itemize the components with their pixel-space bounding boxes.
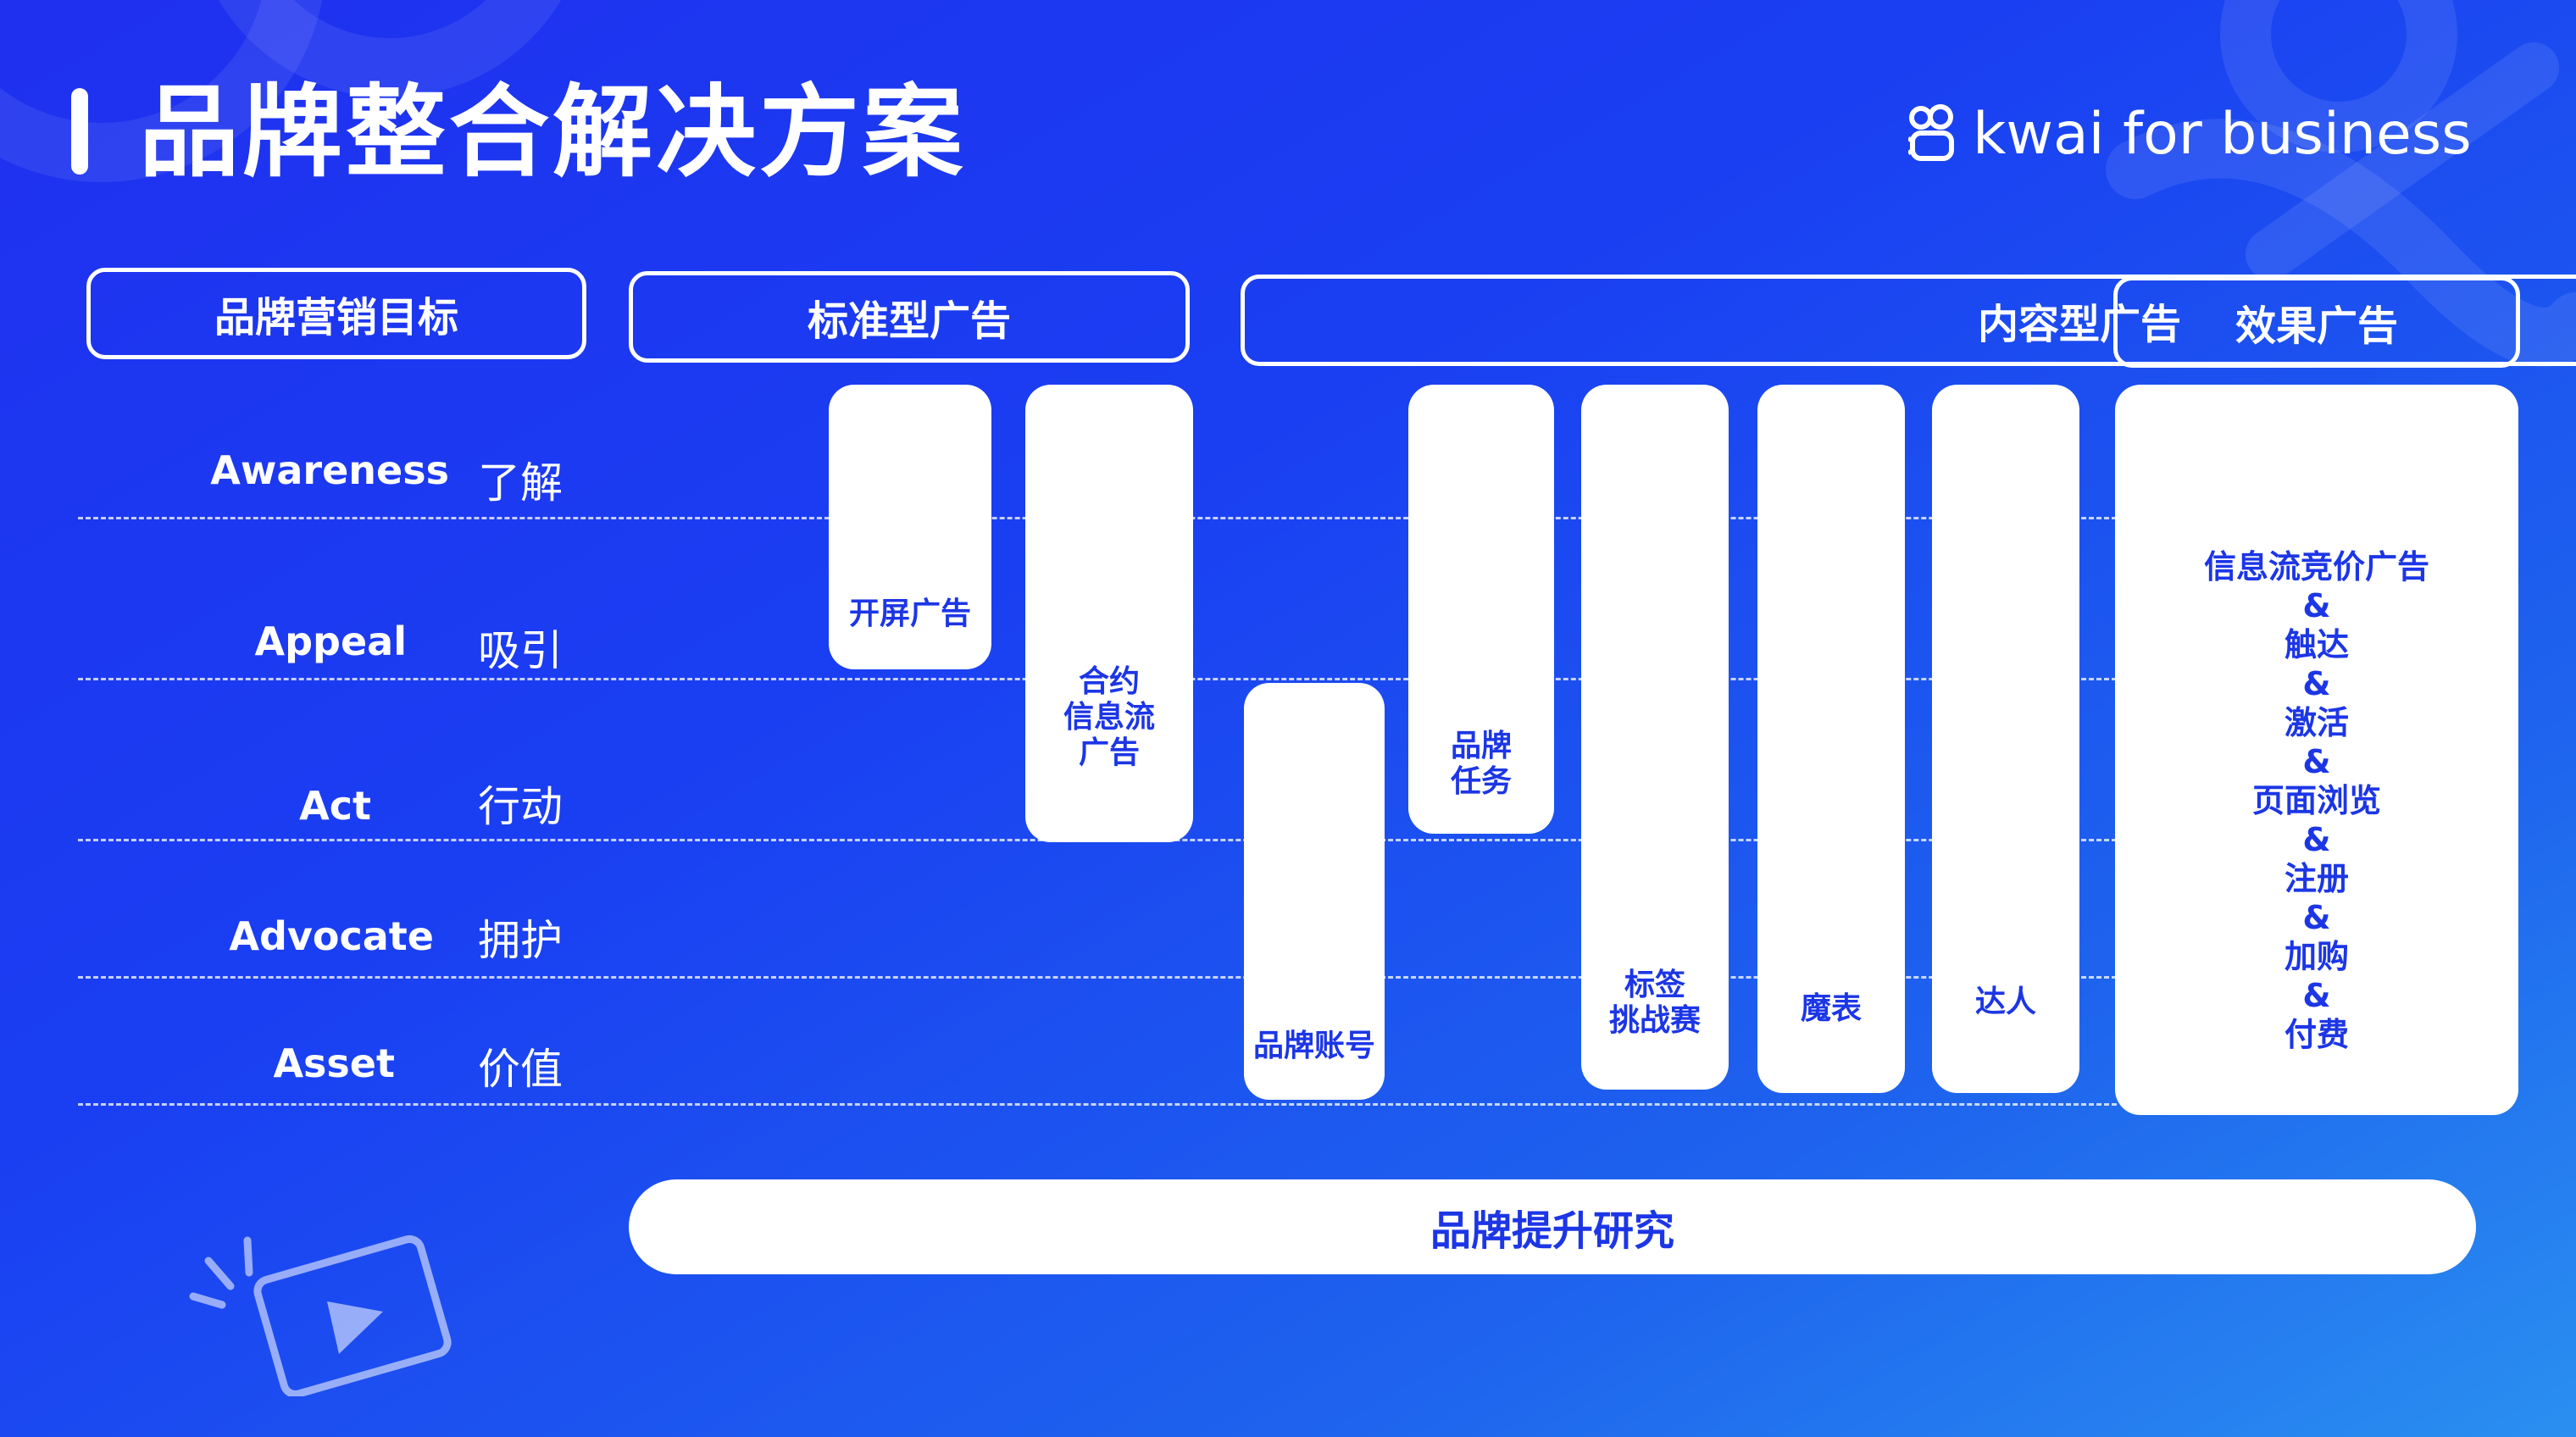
hashtag-challenge-label: 标签 挑战赛 <box>1608 968 1701 1038</box>
performance-ads-line: 触达 <box>2284 626 2349 663</box>
performance-ads-list: 信息流竞价广告 & 触达 & 激活 & 页面浏览 & 注册 & 加购 & 付费 <box>2115 547 2518 1054</box>
brand-task-box: 品牌 任务 <box>1408 385 1554 834</box>
influencer-label: 达人 <box>1974 985 2036 1019</box>
row-label-advocate-cn: 拥护 <box>478 916 563 965</box>
contract-feed-ad-box: 合约 信息流 广告 <box>1025 385 1193 842</box>
brand-account-label: 品牌账号 <box>1252 1029 1375 1063</box>
header-standard-ads: 标准型广告 <box>629 271 1190 363</box>
performance-ads-line: 注册 <box>2284 860 2349 897</box>
row-label-appeal-cn: 吸引 <box>478 626 563 675</box>
row-divider <box>78 1103 2117 1106</box>
performance-ads-line: 加购 <box>2284 938 2349 975</box>
row-divider <box>78 976 2117 979</box>
header-content-ads: 内容型广告 <box>1241 275 2576 366</box>
magic-face-label: 魔表 <box>1800 991 1862 1026</box>
row-label-act-cn: 行动 <box>478 782 563 831</box>
kwai-logo-icon <box>1908 104 1954 161</box>
performance-ads-line: 页面浏览 <box>2251 782 2381 819</box>
performance-ads-line: & <box>2302 821 2331 858</box>
page-title: 品牌整合解决方案 <box>139 74 967 191</box>
logo-text: kwai for business <box>1973 100 2472 168</box>
performance-ads-box: 信息流竞价广告 & 触达 & 激活 & 页面浏览 & 注册 & 加购 & 付费 <box>2115 385 2518 1115</box>
brand-account-box: 品牌账号 <box>1244 683 1385 1100</box>
brand-logo: kwai for business <box>1908 100 2472 168</box>
row-label-appeal: Appeal <box>254 619 407 664</box>
title-accent-bar <box>71 88 88 175</box>
performance-ads-line: & <box>2302 977 2331 1014</box>
row-label-advocate: Advocate <box>229 913 434 959</box>
contract-feed-ad-label: 合约 信息流 广告 <box>1063 664 1155 770</box>
header-performance-ads: 效果广告 <box>2113 276 2520 368</box>
splash-ad-box: 开屏广告 <box>829 385 991 669</box>
brand-task-label: 品牌 任务 <box>1450 729 1512 799</box>
performance-ads-line: 信息流竞价广告 <box>2203 548 2429 585</box>
performance-ads-line: & <box>2302 587 2331 624</box>
magic-face-box: 魔表 <box>1757 385 1905 1093</box>
influencer-box: 达人 <box>1932 385 2079 1093</box>
brand-lift-study-bar: 品牌提升研究 <box>629 1179 2476 1274</box>
video-play-icon <box>189 1234 452 1396</box>
row-label-awareness: Awareness <box>210 447 449 493</box>
row-label-asset-cn: 价值 <box>478 1045 563 1094</box>
row-label-awareness-cn: 了解 <box>478 458 563 508</box>
performance-ads-line: 付费 <box>2284 1016 2349 1053</box>
splash-ad-label: 开屏广告 <box>848 596 971 631</box>
performance-ads-line: & <box>2302 899 2331 936</box>
row-label-act: Act <box>299 783 371 829</box>
performance-ads-line: & <box>2302 743 2331 780</box>
header-goal: 品牌营销目标 <box>86 268 586 359</box>
hashtag-challenge-box: 标签 挑战赛 <box>1581 385 1729 1090</box>
performance-ads-line: & <box>2302 665 2331 702</box>
performance-ads-line: 激活 <box>2284 704 2349 741</box>
row-label-asset: Asset <box>273 1040 395 1086</box>
